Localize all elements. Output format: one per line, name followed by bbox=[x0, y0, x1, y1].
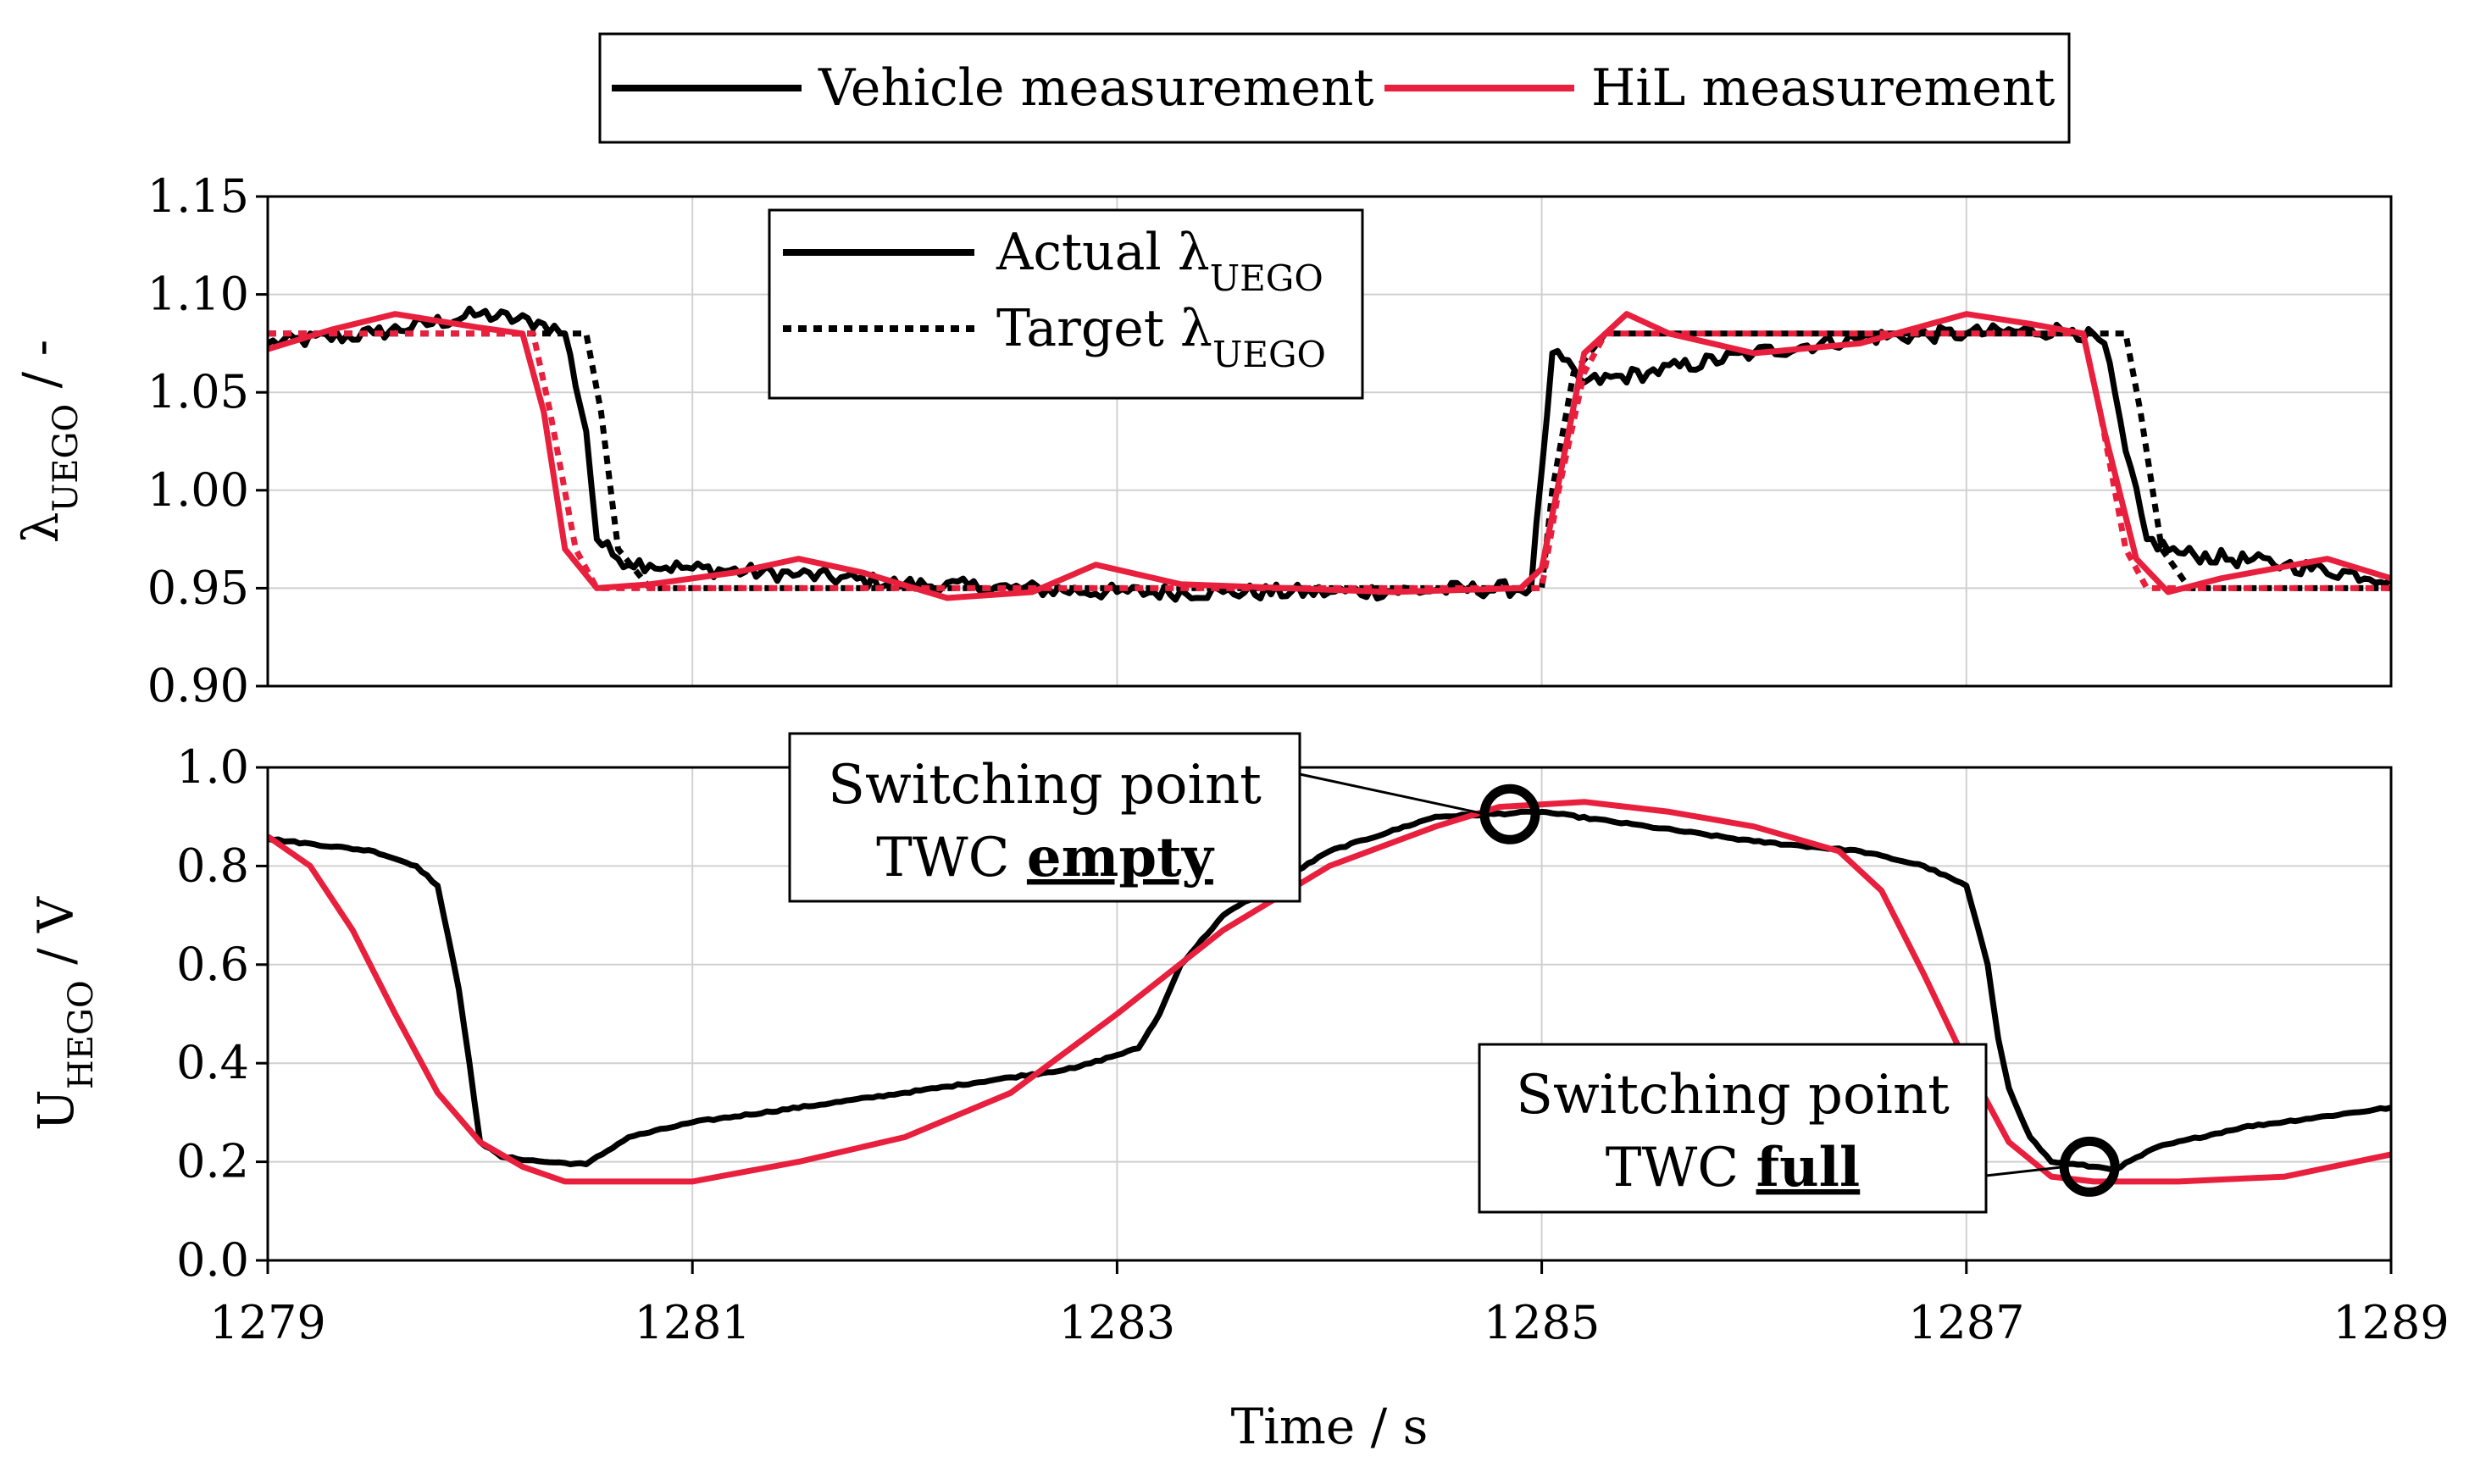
y-tick-label: 0.6 bbox=[176, 938, 249, 991]
callout-full-leader bbox=[1985, 1165, 2067, 1177]
lambda-panel: 0.90 0.95 1.00 1.05 1.10 1.15 λUEGO / - Actua… bbox=[12, 169, 2393, 712]
callout-empty-line1: Switching point bbox=[828, 754, 1262, 817]
lambda-y-label: λUEGO / - bbox=[12, 340, 86, 543]
y-tick-label: 0.4 bbox=[176, 1036, 249, 1089]
y-tick-label: 0.2 bbox=[176, 1135, 249, 1188]
callout-full: Switching point TWC full bbox=[1478, 1043, 2120, 1214]
callout-empty: Switching point TWC empty bbox=[788, 732, 1540, 903]
x-axis-label: Time / s bbox=[1231, 1398, 1429, 1455]
series-line-hil-target- bbox=[268, 330, 2391, 591]
y-tick-label: 0.90 bbox=[147, 659, 249, 712]
switching-point-empty-marker bbox=[1479, 784, 1540, 844]
hego-y-ticks: 0.0 0.2 0.4 0.6 0.8 1.0 bbox=[176, 740, 268, 1287]
lambda-legend-label-actual: Actual λUEGO bbox=[996, 223, 1323, 299]
x-tick-label: 1289 bbox=[2333, 1296, 2449, 1349]
x-tick-label: 1287 bbox=[1908, 1296, 2024, 1349]
y-tick-label: 1.10 bbox=[147, 268, 249, 321]
lambda-legend-label-target: Target λUEGO bbox=[996, 299, 1326, 375]
x-ticks: 1279 1281 1283 1285 1287 1289 bbox=[209, 1260, 2450, 1349]
x-tick-label: 1281 bbox=[634, 1296, 750, 1349]
x-tick-label: 1279 bbox=[209, 1296, 325, 1349]
top-legend-box bbox=[598, 32, 2071, 144]
lambda-y-ticks: 0.90 0.95 1.00 1.05 1.10 1.15 bbox=[147, 169, 268, 712]
legend-label-vehicle: Vehicle measurement bbox=[818, 58, 1374, 118]
callout-full-box bbox=[1478, 1043, 1988, 1214]
lambda-plot-frame bbox=[266, 195, 2393, 688]
hego-series bbox=[268, 799, 2391, 1185]
series-line-vehicle-measurement bbox=[268, 808, 2391, 1172]
y-tick-label: 0.8 bbox=[176, 839, 249, 892]
y-tick-label: 1.0 bbox=[176, 740, 249, 794]
switching-point-full-marker bbox=[2059, 1136, 2120, 1197]
top-legend: Vehicle measurement HiL measurement bbox=[598, 32, 2071, 144]
series-line-hil-measurement bbox=[268, 799, 2391, 1185]
y-tick-label: 1.00 bbox=[147, 463, 249, 517]
series-line-vehicle-target- bbox=[268, 330, 2391, 591]
x-tick-label: 1283 bbox=[1059, 1296, 1175, 1349]
lambda-legend-box bbox=[768, 208, 1364, 400]
callout-full-line1: Switching point bbox=[1516, 1064, 1950, 1127]
y-tick-label: 0.95 bbox=[147, 561, 249, 614]
callout-empty-leader bbox=[1299, 772, 1487, 816]
legend-label-hil: HiL measurement bbox=[1591, 58, 2055, 118]
x-tick-label: 1285 bbox=[1484, 1296, 1600, 1349]
callout-empty-box bbox=[788, 732, 1301, 903]
hego-panel: 0.00.20.40.60.81.0 1279 1281 1283 1285 1287 1… bbox=[27, 732, 2450, 1455]
lambda-series bbox=[268, 305, 2391, 603]
y-tick-label: 1.05 bbox=[147, 365, 249, 418]
y-tick-label: 1.15 bbox=[147, 169, 249, 223]
y-tick-label: 0.0 bbox=[176, 1233, 249, 1287]
hego-plot-frame bbox=[266, 766, 2393, 1262]
callout-full-line2: TWC full bbox=[1606, 1136, 1860, 1199]
callout-empty-line2: TWC empty bbox=[876, 826, 1215, 889]
lambda-legend: Actual λUEGO Target λUEGO bbox=[768, 208, 1364, 400]
hego-y-label: UHEGO / V bbox=[27, 896, 101, 1131]
